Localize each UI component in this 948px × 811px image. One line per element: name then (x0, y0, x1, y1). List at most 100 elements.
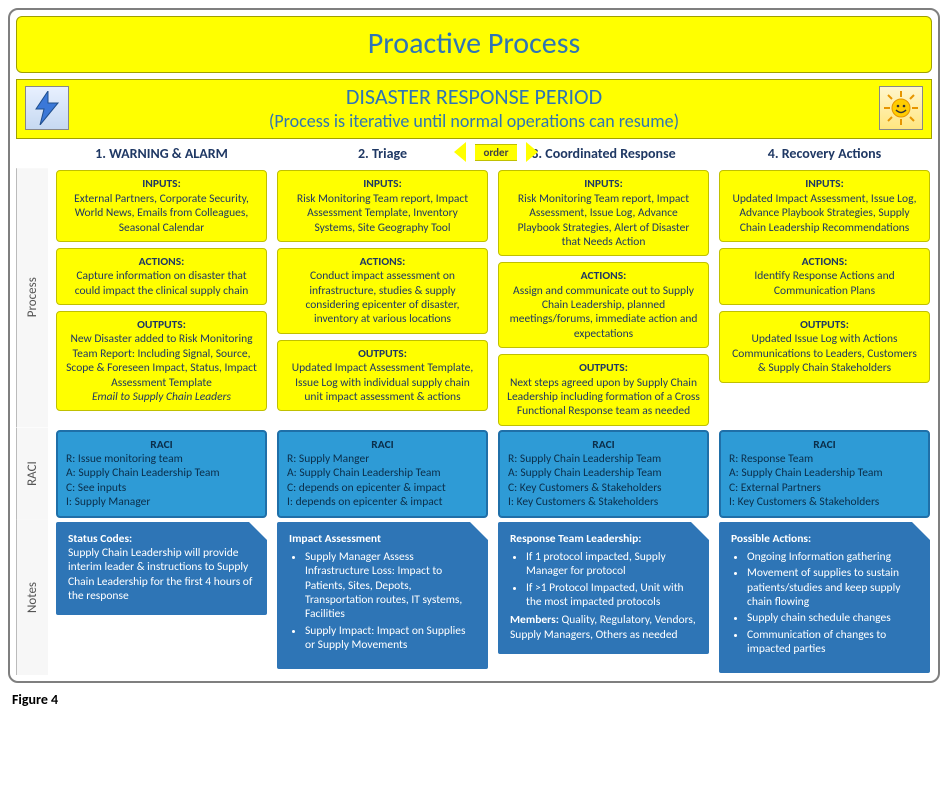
notes-title: Possible Actions: (731, 532, 918, 546)
outputs-box: OUTPUTS:New Disaster added to Risk Monit… (56, 311, 267, 411)
raci-label: RACI (729, 438, 920, 452)
notes-bullet: If 1 protocol impacted, Supply Manager f… (526, 550, 697, 579)
notes-list: Ongoing Information gathering Movement o… (747, 550, 918, 657)
outputs-box: OUTPUTS:Updated Impact Assessment Templa… (277, 340, 488, 412)
inputs-box: INPUTS:Updated Impact Assessment, Issue … (719, 170, 930, 242)
raci-box: RACI R: Supply Chain Leadership Team A: … (498, 430, 709, 518)
raci-col-2: RACI R: Supply Manger A: Supply Chain Le… (275, 428, 490, 520)
notes-col-3: Response Team Leadership: If 1 protocol … (496, 520, 711, 675)
raci-line: A: Supply Chain Leadership Team (287, 466, 478, 480)
sun-icon (879, 86, 923, 130)
raci-label: RACI (287, 438, 478, 452)
actions-body: Capture information on disaster that cou… (75, 269, 249, 297)
inputs-box: INPUTS:Risk Monitoring Team report, Impa… (498, 170, 709, 256)
raci-box: RACI R: Response Team A: Supply Chain Le… (719, 430, 930, 518)
fold-corner-icon (691, 522, 709, 540)
inputs-body: Updated Impact Assessment, Issue Log, Ad… (732, 192, 916, 235)
raci-line: C: External Partners (729, 481, 920, 495)
notes-title: Response Team Leadership: (510, 532, 697, 546)
inputs-label: INPUTS: (286, 177, 479, 191)
header-line2: (Process is iterative until normal opera… (67, 110, 881, 132)
raci-line: I: Key Customers & Stakeholders (729, 495, 920, 509)
page-title: Proactive Process (17, 25, 931, 62)
process-col-1: INPUTS:External Partners, Corporate Secu… (54, 168, 269, 427)
actions-box: ACTIONS:Capture information on disaster … (56, 248, 267, 305)
col-head-2: 2. Triage (275, 139, 490, 168)
header-line1: DISASTER RESPONSE PERIOD (67, 84, 881, 110)
inputs-label: INPUTS: (728, 177, 921, 191)
notes-bullet: Ongoing Information gathering (747, 550, 918, 564)
notes-body: Supply Chain Leadership will provide int… (68, 546, 255, 604)
actions-box: ACTIONS:Conduct impact assessment on inf… (277, 248, 488, 334)
actions-label: ACTIONS: (507, 269, 700, 283)
outputs-box: OUTPUTS:Updated Issue Log with Actions C… (719, 311, 930, 383)
outputs-box: OUTPUTS:Next steps agreed upon by Supply… (498, 354, 709, 426)
notes-col-1: Status Codes: Supply Chain Leadership wi… (54, 520, 269, 675)
raci-box: RACI R: Supply Manger A: Supply Chain Le… (277, 430, 488, 518)
inputs-box: INPUTS:Risk Monitoring Team report, Impa… (277, 170, 488, 242)
notes-list: If 1 protocol impacted, Supply Manager f… (526, 550, 697, 610)
notes-list: Supply Manager Assess Infrastructure Los… (305, 550, 476, 653)
outputs-body: Updated Issue Log with Actions Communica… (732, 332, 917, 375)
outputs-emphasis: Email to Supply Chain Leaders (92, 390, 231, 404)
raci-line: R: Response Team (729, 452, 920, 466)
raci-col-3: RACI R: Supply Chain Leadership Team A: … (496, 428, 711, 520)
notes-bullet: Supply Impact: Impact on Supplies or Sup… (305, 624, 476, 653)
raci-line: C: See inputs (66, 481, 257, 495)
notes-bullet: If >1 Protocol Impacted, Unit with the m… (526, 581, 697, 610)
raci-line: I: Key Customers & Stakeholders (508, 495, 699, 509)
outputs-label: OUTPUTS: (65, 318, 258, 332)
outputs-label: OUTPUTS: (286, 347, 479, 361)
raci-line: A: Supply Chain Leadership Team (508, 466, 699, 480)
raci-line: R: Supply Chain Leadership Team (508, 452, 699, 466)
notes-box: Impact Assessment Supply Manager Assess … (277, 522, 488, 669)
notes-col-4: Possible Actions: Ongoing Information ga… (717, 520, 932, 675)
notes-bullet: Movement of supplies to sustain patients… (747, 566, 918, 609)
title-bar: Proactive Process (16, 16, 932, 73)
figure-caption: Figure 4 (8, 683, 940, 710)
inputs-label: INPUTS: (507, 177, 700, 191)
col-head-3-text: 3. Coordinated Response (531, 145, 675, 162)
actions-body: Identify Response Actions and Communicat… (754, 269, 894, 297)
outputs-body: New Disaster added to Risk Monitoring Te… (66, 332, 257, 389)
row-label-process: Process (16, 168, 48, 427)
outputs-body: Next steps agreed upon by Supply Chain L… (507, 376, 700, 419)
actions-label: ACTIONS: (286, 255, 479, 269)
process-col-2: INPUTS:Risk Monitoring Team report, Impa… (275, 168, 490, 427)
notes-title: Impact Assessment (289, 532, 476, 546)
fold-corner-icon (249, 522, 267, 540)
outputs-label: OUTPUTS: (507, 361, 700, 375)
raci-line: C: Key Customers & Stakeholders (508, 481, 699, 495)
notes-box: Response Team Leadership: If 1 protocol … (498, 522, 709, 655)
actions-label: ACTIONS: (728, 255, 921, 269)
spacer (16, 139, 48, 168)
raci-label: RACI (66, 438, 257, 452)
notes-bullet: Supply Manager Assess Infrastructure Los… (305, 550, 476, 622)
raci-line: I: depends on epicenter & impact (287, 495, 478, 509)
process-col-3: INPUTS:Risk Monitoring Team report, Impa… (496, 168, 711, 427)
col-head-4: 4. Recovery Actions (717, 139, 932, 168)
raci-box: RACI R: Issue monitoring team A: Supply … (56, 430, 267, 518)
inputs-body: External Partners, Corporate Security, W… (74, 192, 249, 235)
raci-line: A: Supply Chain Leadership Team (66, 466, 257, 480)
raci-label: RACI (508, 438, 699, 452)
process-col-4: INPUTS:Updated Impact Assessment, Issue … (717, 168, 932, 427)
row-label-notes: Notes (16, 520, 48, 675)
actions-body: Conduct impact assessment on infrastruct… (305, 269, 459, 326)
col-head-3: 3. Coordinated Response order (496, 139, 711, 168)
notes-title: Status Codes: (68, 532, 255, 546)
actions-body: Assign and communicate out to Supply Cha… (510, 284, 698, 341)
notes-subline: Members: Quality, Regulatory, Vendors, S… (510, 613, 697, 642)
raci-col-1: RACI R: Issue monitoring team A: Supply … (54, 428, 269, 520)
notes-bullet: Communication of changes to impacted par… (747, 628, 918, 657)
notes-box: Status Codes: Supply Chain Leadership wi… (56, 522, 267, 616)
fold-corner-icon (470, 522, 488, 540)
fold-corner-icon (912, 522, 930, 540)
outputs-body: Updated Impact Assessment Template, Issu… (292, 361, 473, 404)
raci-line: I: Supply Manager (66, 495, 257, 509)
actions-label: ACTIONS: (65, 255, 258, 269)
col-head-1: 1. WARNING & ALARM (54, 139, 269, 168)
raci-line: R: Supply Manger (287, 452, 478, 466)
notes-col-2: Impact Assessment Supply Manager Assess … (275, 520, 490, 675)
inputs-box: INPUTS:External Partners, Corporate Secu… (56, 170, 267, 242)
